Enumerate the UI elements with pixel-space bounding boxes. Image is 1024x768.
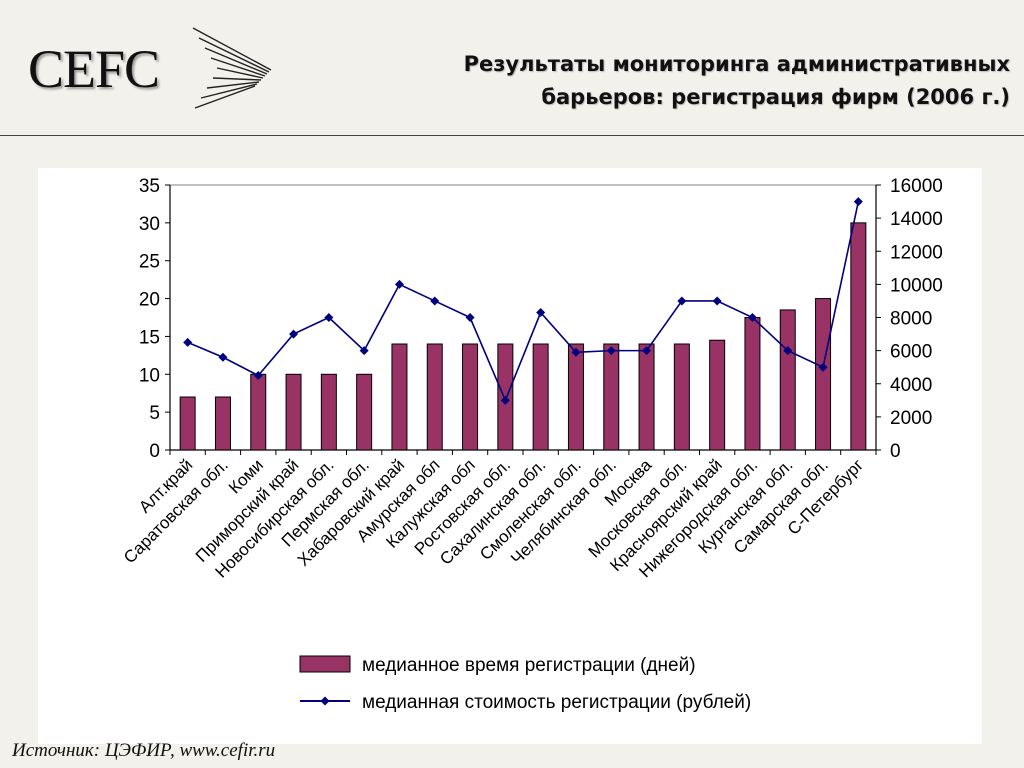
- plot-area: [169, 184, 877, 451]
- source-note: Источник: ЦЭФИР, www.cefir.ru: [12, 740, 276, 761]
- cost-point: [430, 296, 440, 306]
- bar: [462, 343, 479, 451]
- legend-bar-label: медианное время регистрации (дней): [362, 655, 696, 676]
- slide-title: Результаты мониторинга административных …: [290, 48, 1010, 114]
- left-axis-tick-label: 30: [139, 214, 160, 235]
- cost-point: [571, 347, 581, 357]
- cost-point: [677, 296, 687, 306]
- legend-line-label: медианная стоимость регистрации (рублей): [362, 692, 751, 713]
- bar: [214, 396, 231, 451]
- bar: [320, 373, 337, 451]
- left-axis-tick-label: 35: [139, 176, 160, 197]
- left-axis-tick-label: 5: [149, 403, 160, 424]
- left-axis-tick-label: 0: [149, 441, 160, 462]
- cost-point: [536, 308, 546, 318]
- legend-line-marker: [320, 696, 330, 706]
- bar: [603, 343, 620, 451]
- title-line-2: барьеров: регистрация фирм (2006 г.): [541, 85, 1010, 109]
- cost-point: [747, 313, 757, 322]
- bar: [285, 373, 302, 451]
- combo-chart: 0 5 10 15 20 25 30 35 0 2000 4000 6000 8000 10000 1200…: [120, 176, 943, 713]
- cost-point: [359, 346, 369, 356]
- left-axis-tick-label: 15: [139, 327, 160, 348]
- cost-point: [712, 296, 722, 306]
- cost-point: [500, 395, 510, 405]
- cost-point: [818, 362, 828, 372]
- left-axis-tick-label: 20: [139, 290, 160, 311]
- chart-panel: 0 5 10 15 20 25 30 35 0 2000 4000 6000 8000 10000 1200…: [38, 168, 982, 744]
- bar: [179, 396, 196, 451]
- bar: [250, 373, 267, 451]
- right-axis-tick-label: 2000: [890, 408, 932, 429]
- cost-point: [465, 313, 475, 322]
- cost-point: [783, 346, 793, 356]
- bar: [391, 343, 408, 451]
- logo-arrow-icon: [192, 27, 272, 109]
- cost-point: [606, 346, 616, 356]
- cost-point: [253, 370, 263, 380]
- title-line-1: Результаты мониторинга административных: [463, 52, 1010, 76]
- bar: [779, 309, 796, 451]
- bar: [638, 343, 655, 451]
- bar: [567, 343, 584, 451]
- right-axis-tick-label: 16000: [890, 176, 943, 197]
- cost-point: [324, 313, 334, 322]
- bar: [532, 343, 549, 451]
- bar: [850, 222, 867, 451]
- left-axis-tick-label: 10: [139, 365, 160, 386]
- bar: [709, 339, 726, 451]
- cost-point: [289, 329, 299, 339]
- right-axis-tick-label: 8000: [890, 309, 932, 330]
- slide-header: CEFC Результаты мониторинга администрати…: [0, 0, 1024, 136]
- cost-point: [183, 337, 193, 347]
- cost-point: [218, 352, 228, 362]
- cost-point: [394, 279, 404, 289]
- right-axis-tick-label: 12000: [890, 242, 943, 263]
- right-axis-tick-label: 0: [890, 441, 901, 462]
- header-divider: [0, 135, 1024, 136]
- cost-line: [187, 201, 860, 403]
- bar: [426, 343, 443, 451]
- bar: [815, 298, 832, 451]
- right-axis-tick-label: 4000: [890, 375, 932, 396]
- right-axis-tick-label: 6000: [890, 342, 932, 363]
- bar: [744, 317, 761, 451]
- right-axis-tick-label: 10000: [890, 275, 943, 296]
- left-axis-tick-label: 25: [139, 252, 160, 273]
- cost-point: [853, 197, 863, 207]
- bar: [356, 373, 373, 451]
- cost-point: [642, 346, 652, 356]
- bar: [673, 343, 690, 451]
- right-axis-tick-label: 14000: [890, 209, 943, 230]
- legend-bar-swatch: [299, 655, 351, 673]
- cefc-logo: CEFC: [28, 39, 160, 99]
